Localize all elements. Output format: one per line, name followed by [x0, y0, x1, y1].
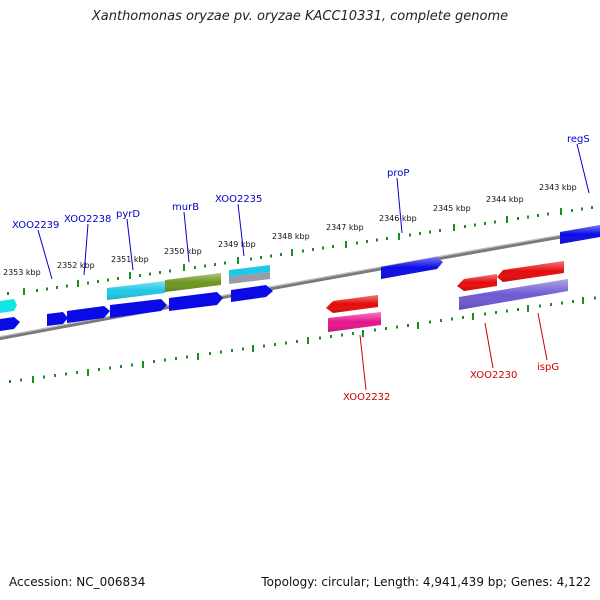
- gene-label-xoo2230[interactable]: XOO2230: [470, 370, 517, 381]
- reverse-major-ticks: [32, 297, 584, 383]
- gene-arrow[interactable]: [67, 306, 110, 323]
- axis-tick-labels: 2353 kbp 2352 kbp 2351 kbp 2350 kbp 2349…: [3, 183, 577, 277]
- reverse-genes: [326, 261, 568, 332]
- tick-label: 2351 kbp: [111, 255, 149, 264]
- map-title: Xanthomonas oryzae pv. oryzae KACC10331,…: [91, 9, 509, 24]
- gene-label-regs[interactable]: regS: [567, 134, 590, 145]
- gene-arrow[interactable]: [231, 285, 273, 302]
- reverse-tick-track: [9, 296, 596, 383]
- forward-major-ticks: [23, 208, 562, 295]
- genome-summary-text: Topology: circular; Length: 4,941,439 bp…: [261, 575, 591, 589]
- genome-backbone: [0, 227, 600, 341]
- gene-label-xoo2238[interactable]: XOO2238: [64, 214, 111, 225]
- gene-arrow[interactable]: [110, 299, 167, 318]
- tick-label: 2347 kbp: [326, 223, 364, 232]
- tick-label: 2346 kbp: [379, 214, 417, 223]
- gene-label-xoo2235[interactable]: XOO2235: [215, 194, 262, 205]
- gene-label-xoo2239[interactable]: XOO2239: [12, 220, 59, 231]
- reverse-leader-lines: [359, 312, 548, 391]
- forward-gene-shading: [107, 225, 600, 300]
- tick-label: 2344 kbp: [486, 195, 524, 204]
- accession-text: Accession: NC_006834: [9, 575, 146, 589]
- gene-labels: XOO2239 XOO2238 pyrD murB XOO2235 proP r…: [12, 134, 590, 403]
- gene-label-ispg[interactable]: ispG: [537, 362, 559, 373]
- tick-label: 2353 kbp: [3, 268, 41, 277]
- gene-arrow[interactable]: [47, 312, 68, 326]
- gene-label-murb[interactable]: murB: [172, 202, 199, 213]
- tick-label: 2348 kbp: [272, 232, 310, 241]
- forward-leader-lines: [37, 143, 590, 280]
- forward-genes: [0, 225, 600, 331]
- tick-label: 2349 kbp: [218, 240, 256, 249]
- tick-label: 2352 kbp: [57, 261, 95, 270]
- gene-arrow[interactable]: [169, 292, 223, 311]
- reverse-gene-shading: [326, 261, 568, 332]
- tick-label: 2343 kbp: [539, 183, 577, 192]
- gene-label-xoo2232[interactable]: XOO2232: [343, 392, 390, 403]
- gene-arrow[interactable]: [229, 265, 270, 277]
- gene-arrow[interactable]: [229, 272, 270, 284]
- gene-arrow[interactable]: [0, 299, 17, 313]
- forward-tick-track: [7, 206, 593, 295]
- gene-label-prop[interactable]: proP: [387, 168, 409, 179]
- gene-arrow[interactable]: [0, 317, 20, 331]
- gene-label-pyrd[interactable]: pyrD: [116, 209, 140, 220]
- tick-label: 2345 kbp: [433, 204, 471, 213]
- tick-label: 2350 kbp: [164, 247, 202, 256]
